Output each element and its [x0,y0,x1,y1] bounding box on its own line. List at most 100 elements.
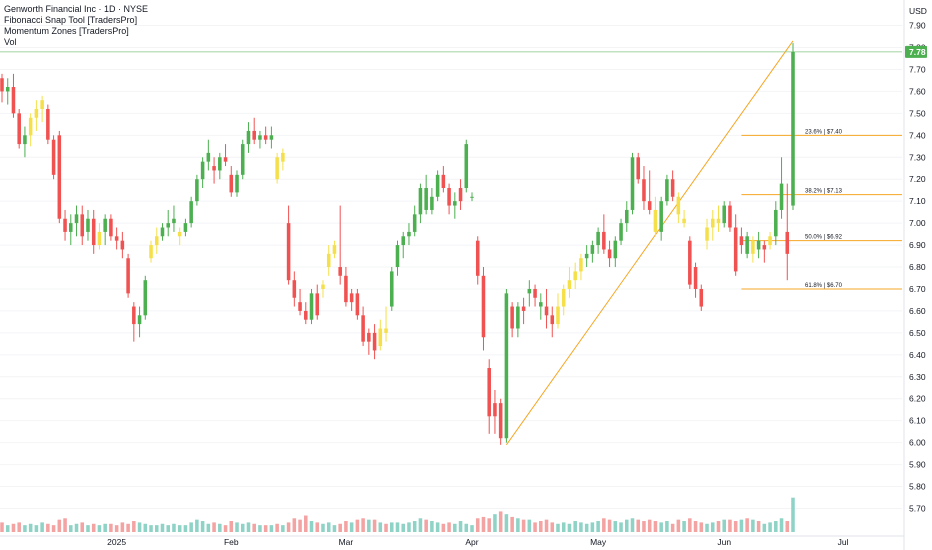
volume-bar [774,521,778,532]
fib-level-label: 38.2% | $7.13 [805,189,843,195]
volume-bar [561,522,566,532]
volume-bar [653,521,658,532]
candle-body [367,332,371,342]
volume-bar [132,521,136,532]
candle-body [430,196,434,210]
candle-body [539,302,543,307]
candle-body [63,218,67,232]
volume-bar [229,521,234,532]
candle-body [258,135,262,140]
price-axis[interactable]: USD7.907.807.707.607.507.407.307.207.107… [903,0,927,550]
volume-bar [453,523,457,532]
volume-bar [172,523,176,532]
candle-body [160,227,165,237]
candle-body [34,108,39,118]
volume-bar [498,511,503,532]
price-tick-label: 6.30 [909,372,926,382]
volume-bar [252,523,256,532]
volume-bar [699,522,704,532]
volume-bar [567,523,572,532]
volume-bar [550,522,555,532]
candlesticks [0,43,795,445]
volume-bar [34,525,39,532]
candle-body [584,253,589,259]
candle-body [103,218,107,232]
volume-bar [349,522,354,532]
volume-bar [28,523,33,532]
candle-body [561,288,566,307]
volume-bar [785,521,790,532]
candle-body [28,117,33,136]
volume-bar [91,523,96,532]
volume-bar [705,523,709,532]
time-tick-label: 2025 [107,537,126,547]
time-tick-label: Feb [224,537,239,547]
candle-body [309,293,314,320]
volume-bar [384,523,388,532]
price-tick-label: 7.60 [909,86,926,96]
candle-body [705,227,709,241]
candle-body [189,201,193,224]
volume-bar [275,523,279,532]
volume-bar [246,522,251,532]
last-price-tag-label: 7.78 [909,47,926,57]
candle-body [304,310,308,320]
volume-bar [441,523,446,532]
time-axis[interactable]: 2025 Feb Mar Apr May Jun Jul [0,535,904,547]
volume-bar [137,522,142,532]
volume-bar [195,519,199,532]
candle-body [46,108,50,140]
candle-body [733,227,738,272]
volume-bar [223,525,228,532]
volume-bar [510,516,514,532]
candle-body [177,231,182,237]
candle-body [435,174,440,197]
candle-body [286,223,291,281]
volume-bar [332,525,337,532]
candle-body [544,306,549,316]
volume-bar [281,525,285,532]
volume-bar [166,525,171,532]
candle-body [699,288,704,307]
candle-body [338,267,342,276]
volume-bar [424,519,428,532]
candle-body [624,209,629,224]
candle-body [745,236,749,254]
price-tick-label: 7.10 [909,196,926,206]
candle-body [206,152,211,162]
symbol-title[interactable]: Genworth Financial Inc · 1D · NYSE [4,4,149,14]
volume-bar [11,523,16,532]
volume-bar [676,519,681,532]
volume-bar [183,525,188,532]
candle-body [223,157,228,162]
last-price-tag [905,45,927,58]
volume-bar [458,521,463,532]
volume-bar [670,523,675,532]
volume-bar [263,525,268,532]
volume-bar [544,519,549,532]
candle-body [613,240,618,259]
price-tick-label: 5.80 [909,482,926,492]
candle-body [332,245,337,254]
candle-body [298,302,302,311]
candle-body [550,315,555,325]
candle-body [235,174,239,193]
indicator-fibonacci-label[interactable]: Fibonacci Snap Tool [TradersPro] [4,15,138,25]
volume-bar [659,522,663,532]
candle-body [149,245,153,259]
candle-body [619,223,623,241]
candle-body [218,157,222,171]
indicator-volume-label[interactable]: Vol [4,37,17,47]
candle-body [97,231,102,246]
candle-body [453,201,457,206]
volume-bar [344,521,348,532]
candle-body [74,214,79,224]
candle-body [126,258,130,294]
candle-body [344,275,348,303]
candle-body [533,288,537,298]
candle-body [229,174,234,193]
candle-body [756,240,761,250]
indicator-momentum-label[interactable]: Momentum Zones [TradersPro] [4,26,129,36]
candle-body [636,157,641,180]
